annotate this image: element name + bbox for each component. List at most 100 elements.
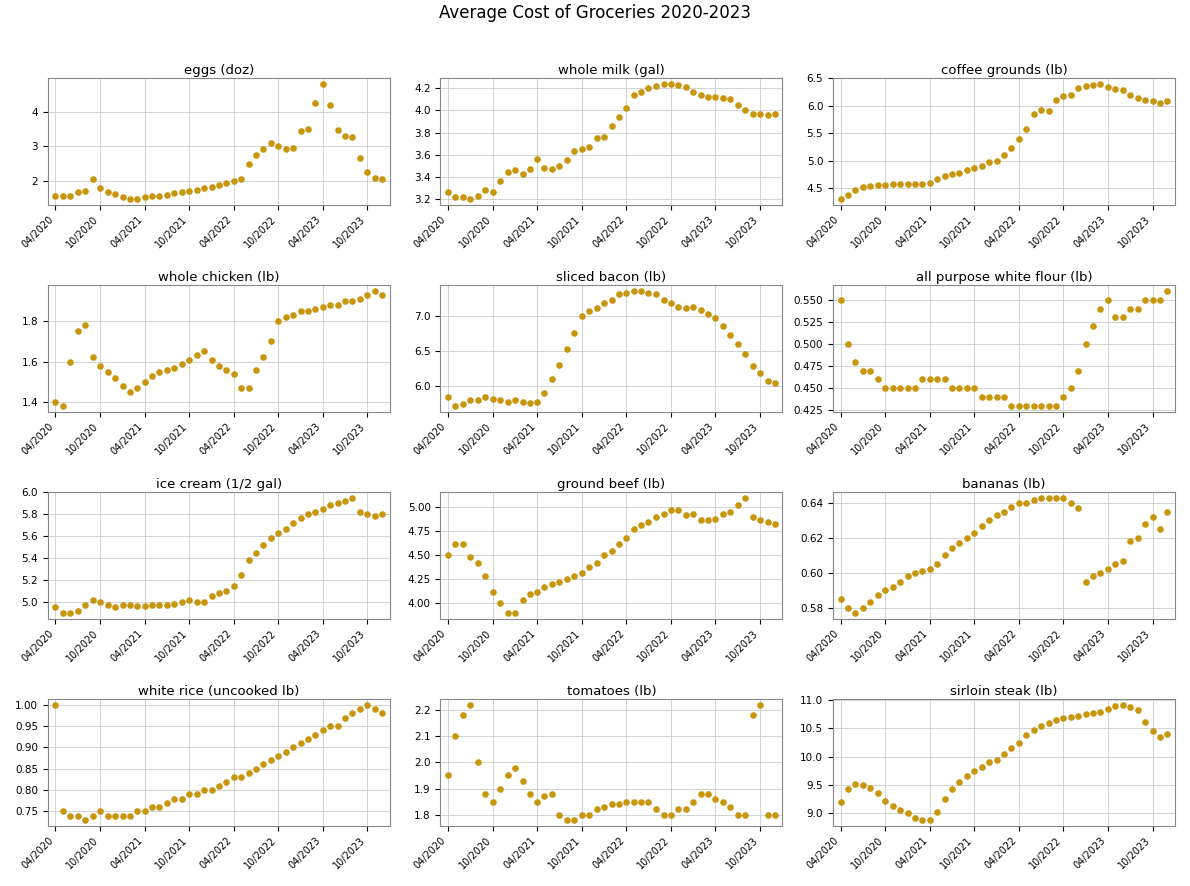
- Point: [1016, 496, 1035, 510]
- Point: [461, 697, 480, 711]
- Point: [106, 370, 125, 385]
- Point: [751, 367, 770, 381]
- Point: [595, 800, 614, 814]
- Point: [113, 190, 132, 205]
- Point: [1009, 735, 1028, 750]
- Point: [239, 157, 258, 171]
- Point: [988, 752, 1007, 766]
- Point: [979, 155, 998, 169]
- Point: [90, 181, 109, 195]
- Point: [935, 372, 954, 386]
- Point: [624, 795, 643, 809]
- Point: [572, 565, 591, 579]
- Point: [743, 106, 762, 120]
- Point: [632, 284, 651, 298]
- Point: [68, 324, 87, 338]
- Title: whole chicken (lb): whole chicken (lb): [158, 271, 280, 284]
- Point: [1098, 80, 1117, 94]
- Point: [358, 165, 377, 179]
- Point: [351, 291, 370, 306]
- Point: [292, 123, 311, 137]
- Point: [217, 176, 236, 190]
- Point: [187, 595, 206, 609]
- Point: [765, 376, 784, 390]
- Point: [446, 399, 465, 413]
- Point: [453, 708, 472, 722]
- Point: [180, 593, 199, 607]
- Point: [890, 574, 909, 588]
- Point: [639, 82, 658, 96]
- Point: [513, 167, 532, 181]
- Point: [890, 381, 909, 395]
- Point: [224, 174, 243, 188]
- Point: [1084, 569, 1103, 583]
- Point: [173, 356, 192, 370]
- Point: [624, 522, 643, 536]
- Point: [609, 797, 628, 812]
- Point: [365, 284, 384, 298]
- Point: [187, 348, 206, 362]
- Point: [595, 296, 614, 310]
- Point: [239, 553, 258, 567]
- Point: [609, 537, 628, 551]
- Point: [54, 189, 73, 203]
- Point: [143, 800, 162, 814]
- Point: [224, 770, 243, 784]
- Point: [269, 749, 288, 763]
- Point: [572, 142, 591, 156]
- Point: [276, 310, 295, 324]
- Point: [262, 532, 281, 546]
- Point: [751, 697, 770, 711]
- Point: [46, 189, 65, 203]
- Point: [483, 185, 502, 199]
- Point: [587, 556, 606, 570]
- Point: [320, 298, 339, 312]
- Point: [438, 768, 457, 782]
- Point: [61, 189, 80, 203]
- Point: [1039, 491, 1058, 505]
- Point: [476, 390, 495, 404]
- Point: [684, 300, 703, 315]
- Point: [595, 548, 614, 563]
- Point: [942, 541, 962, 556]
- Point: [988, 153, 1007, 167]
- Point: [706, 311, 725, 325]
- Title: sliced bacon (lb): sliced bacon (lb): [557, 271, 666, 284]
- Point: [1009, 132, 1028, 146]
- Point: [595, 130, 614, 144]
- Point: [639, 286, 658, 300]
- Point: [120, 598, 139, 612]
- Point: [276, 522, 295, 536]
- Point: [269, 525, 288, 540]
- Point: [194, 345, 213, 359]
- Point: [1002, 742, 1021, 756]
- Point: [513, 773, 532, 788]
- Point: [46, 395, 65, 409]
- Point: [662, 296, 681, 310]
- Point: [927, 804, 946, 819]
- Point: [676, 803, 695, 817]
- Point: [1113, 554, 1132, 568]
- Point: [995, 390, 1014, 404]
- Point: [646, 287, 665, 301]
- Point: [1069, 709, 1088, 723]
- Point: [691, 303, 710, 317]
- Point: [906, 811, 925, 825]
- Point: [1098, 702, 1117, 716]
- Point: [1091, 77, 1110, 91]
- Point: [253, 758, 273, 772]
- Point: [1084, 78, 1103, 92]
- Point: [1151, 96, 1170, 110]
- Point: [461, 393, 480, 408]
- Point: [1106, 699, 1125, 713]
- Point: [988, 390, 1007, 404]
- Point: [83, 172, 102, 186]
- Point: [217, 584, 236, 598]
- Point: [231, 381, 250, 395]
- Point: [468, 755, 487, 769]
- Point: [699, 787, 718, 801]
- Point: [713, 91, 732, 105]
- Point: [143, 598, 162, 612]
- Point: [1069, 82, 1088, 96]
- Point: [1151, 292, 1170, 307]
